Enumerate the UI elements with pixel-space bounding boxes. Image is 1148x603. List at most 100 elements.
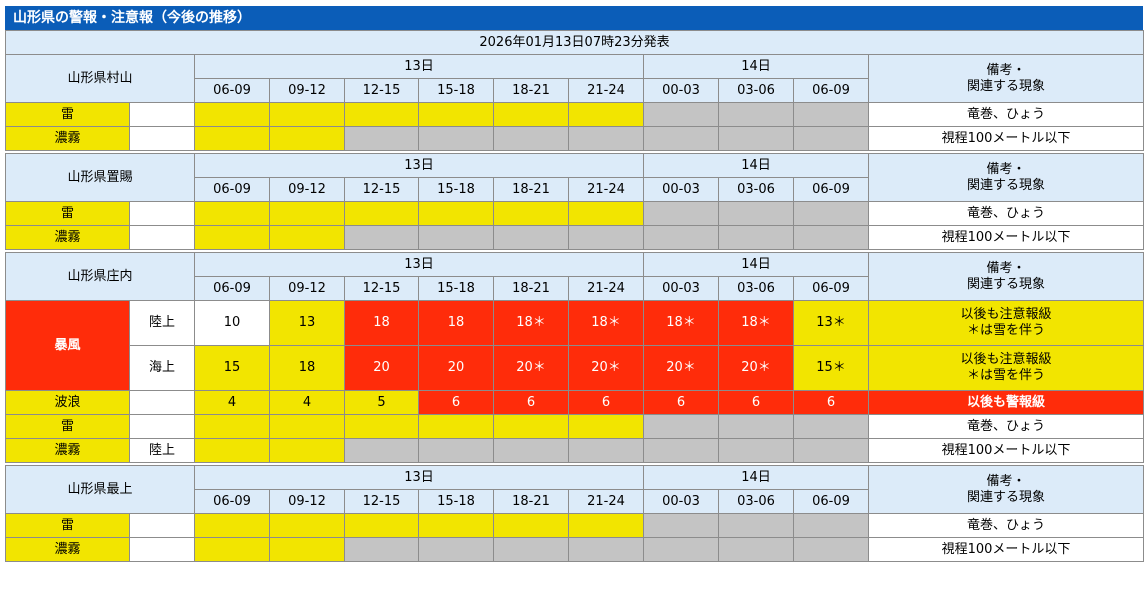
time-slot-header: 18-21 [493,78,569,103]
level-cell [493,126,569,151]
value-cell: 20＊ [493,345,569,391]
date-label: 14日 [643,465,869,490]
value-cell: 20＊ [643,345,719,391]
item-label-thunder: 雷 [5,201,130,226]
item-sub-label: 陸上 [129,438,195,463]
level-cell [344,513,419,538]
value-cell: 6 [418,390,494,415]
level-cell [718,126,794,151]
value-cell: 4 [269,390,345,415]
level-cell [718,438,794,463]
date-label: 14日 [643,54,869,79]
value-cell: 18 [418,300,494,346]
region-name: 山形県村山 [5,54,195,103]
level-cell [718,225,794,250]
forecast-table: 2026年01月13日07時23分発表 山形県村山 13日 14日 備考・ 関連する現象… [4,30,1145,562]
value-cell: 20 [418,345,494,391]
date-label: 13日 [194,252,644,277]
level-cell [493,414,569,439]
value-cell: 6 [643,390,719,415]
time-slot-header: 21-24 [568,276,644,301]
level-cell [718,537,794,562]
level-cell [793,225,869,250]
notes-header: 備考・ 関連する現象 [867,54,1145,103]
date-label: 13日 [194,54,644,79]
level-cell [418,225,494,250]
level-cell [344,201,419,226]
level-cell [344,225,419,250]
level-cell [568,102,644,127]
note-cell: 竜巻、ひょう [867,513,1145,538]
item-sub-label [129,201,195,226]
value-cell: 10 [194,300,270,346]
note-cell: 視程100メートル以下 [867,225,1145,250]
time-slot-header: 06-09 [194,78,270,103]
time-slot-header: 21-24 [568,489,644,514]
time-slot-header: 15-18 [418,78,494,103]
time-slot-header: 06-09 [194,276,270,301]
note-line: 以後も注意報級 [960,307,1052,322]
time-slot-header: 03-06 [718,489,794,514]
level-cell [344,537,419,562]
value-cell: 5 [344,390,419,415]
item-label-fog: 濃霧 [5,225,130,250]
level-cell [568,414,644,439]
level-cell [643,225,719,250]
level-cell [269,201,345,226]
level-cell [493,513,569,538]
region-name: 山形県庄内 [5,252,195,301]
time-slot-header: 03-06 [718,78,794,103]
notes-header-line: 備考・ [986,473,1026,489]
time-slot-header: 09-12 [269,276,345,301]
time-slot-header: 21-24 [568,177,644,202]
value-cell: 18＊ [493,300,569,346]
time-slot-header: 06-09 [793,177,869,202]
note-cell: 竜巻、ひょう [867,414,1145,439]
level-cell [793,201,869,226]
value-cell: 18 [344,300,419,346]
time-slot-header: 03-06 [718,276,794,301]
level-cell [643,438,719,463]
time-slot-header: 06-09 [793,276,869,301]
level-cell [269,438,345,463]
level-cell [194,201,270,226]
notes-header-line: 備考・ [986,62,1026,78]
item-sub-label [129,102,195,127]
time-slot-header: 12-15 [344,276,419,301]
note-cell: 竜巻、ひょう [867,201,1145,226]
level-cell [194,126,270,151]
item-label-fog: 濃霧 [5,537,130,562]
level-cell [269,414,345,439]
value-cell: 13 [269,300,345,346]
level-cell [344,414,419,439]
date-label: 14日 [643,252,869,277]
level-cell [493,537,569,562]
region-name: 山形県最上 [5,465,195,514]
time-slot-header: 15-18 [418,177,494,202]
level-cell [418,537,494,562]
level-cell [194,414,270,439]
level-cell [643,102,719,127]
level-cell [418,513,494,538]
time-slot-header: 15-18 [418,489,494,514]
item-sub-label: 陸上 [129,300,195,346]
level-cell [793,513,869,538]
item-sub-label [129,414,195,439]
note-cell: 以後も注意報級 ＊は雪を伴う [867,300,1145,346]
value-cell: 6 [493,390,569,415]
level-cell [568,126,644,151]
item-sub-label [129,225,195,250]
level-cell [643,414,719,439]
item-sub-label: 海上 [129,345,195,391]
date-label: 13日 [194,153,644,178]
notes-header: 備考・ 関連する現象 [867,252,1145,301]
item-sub-label [129,513,195,538]
notes-header-line: 備考・ [986,161,1026,177]
value-cell: 18 [269,345,345,391]
time-slot-header: 12-15 [344,489,419,514]
time-slot-header: 09-12 [269,489,345,514]
value-cell: 18＊ [568,300,644,346]
level-cell [493,438,569,463]
value-cell: 20＊ [568,345,644,391]
level-cell [718,414,794,439]
